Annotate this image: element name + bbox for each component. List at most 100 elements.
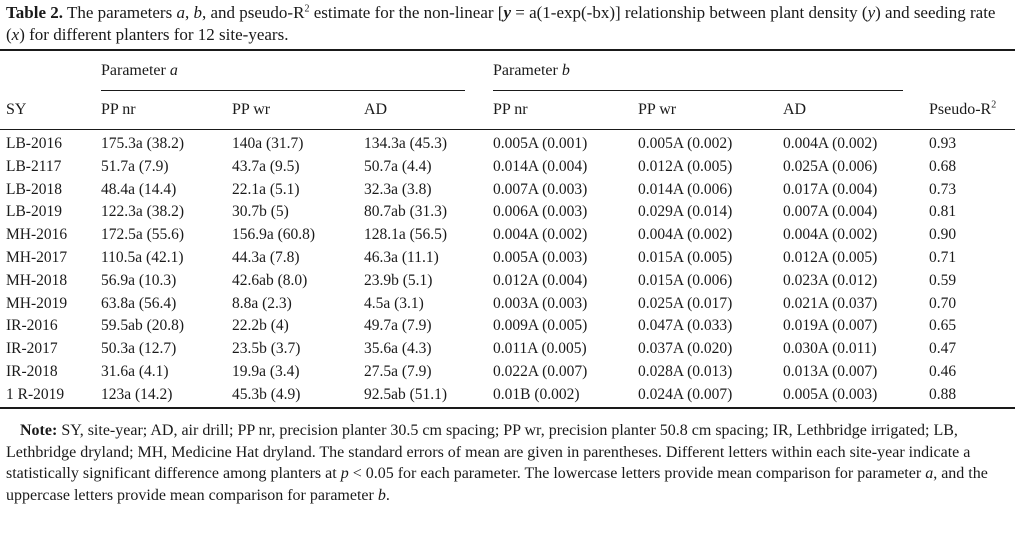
group-header-symbol: b [561, 62, 570, 79]
column-header-sy: SY [6, 99, 26, 121]
note-text: < 0.05 for each parameter. The lowercase… [348, 465, 926, 482]
cell-a-ad: 49.7a (7.9) [364, 317, 432, 335]
column-header-label: AD [783, 101, 807, 118]
header-bottom-rule [0, 129, 1015, 130]
caption-text: estimate for the non-linear [ [309, 3, 504, 22]
cell-b-pp-wr: 0.024A (0.007) [638, 385, 733, 403]
caption-param-a: a [176, 3, 185, 22]
cell-a-ad: 46.3a (11.1) [364, 249, 439, 266]
cell-b-pp-wr: 0.037A (0.020) [638, 340, 733, 358]
cell-b-ad: 0.025A (0.006) [783, 157, 878, 175]
cell-b-pp-wr: 0.015A (0.006) [638, 271, 733, 289]
cell-a-pp-nr: 56.9a (10.3) [101, 271, 177, 289]
caption-sup: 2 [304, 3, 310, 15]
cell-b-pp-wr: 0.028A (0.013) [638, 363, 733, 380]
cell-b-ad: 0.005A (0.003) [783, 385, 878, 403]
cell-a-pp-wr: 42.6ab (8.0) [232, 271, 308, 289]
cell-b-pp-wr: 0.029A (0.014) [638, 203, 733, 221]
note-p-symbol: p [340, 465, 349, 482]
cell-sy: IR-2017 [6, 340, 58, 358]
cell-a-pp-wr: 8.8a (2.3) [232, 294, 292, 312]
cell-b-ad: 0.013A (0.007) [783, 363, 878, 380]
column-header-b-pp-wr: PP wr [638, 99, 676, 121]
cell-sy: MH-2019 [6, 294, 68, 312]
cell-pseudo-r2: 0.65 [929, 317, 957, 335]
column-header-a-pp-wr: PP wr [232, 99, 270, 121]
caption-text: The parameters [63, 3, 177, 22]
cell-b-pp-nr: 0.022A (0.007) [493, 363, 588, 380]
cell-a-pp-nr: 110.5a (42.1) [101, 249, 184, 266]
note-text: SY, site-year; AD, air drill; PP nr, pre… [6, 422, 971, 482]
cell-sy: LB-2018 [6, 180, 62, 198]
cell-a-ad: 35.6a (4.3) [364, 340, 432, 358]
cell-a-pp-nr: 51.7a (7.9) [101, 157, 169, 175]
cell-a-pp-nr: 63.8a (56.4) [101, 294, 177, 312]
group-rule-b [493, 90, 903, 91]
cell-pseudo-r2: 0.71 [929, 249, 957, 266]
cell-sy: IR-2018 [6, 363, 58, 380]
cell-a-pp-wr: 140a (31.7) [232, 135, 304, 152]
cell-a-ad: 27.5a (7.9) [364, 363, 432, 380]
cell-b-pp-nr: 0.011A (0.005) [493, 340, 587, 358]
cell-b-pp-wr: 0.014A (0.006) [638, 180, 733, 198]
cell-b-pp-nr: 0.007A (0.003) [493, 180, 588, 198]
cell-a-pp-wr: 43.7a (9.5) [232, 157, 300, 175]
column-header-b-ad: AD [783, 99, 806, 121]
group-header-symbol: a [169, 62, 178, 79]
cell-a-ad: 32.3a (3.8) [364, 180, 432, 198]
cell-b-pp-wr: 0.015A (0.005) [638, 249, 733, 266]
cell-b-ad: 0.004A (0.002) [783, 135, 878, 152]
column-header-label: PP nr [493, 101, 528, 118]
caption-equation-y: y [503, 3, 511, 22]
column-header-label: SY [6, 101, 27, 118]
cell-b-pp-nr: 0.009A (0.005) [493, 317, 588, 335]
cell-b-ad: 0.012A (0.005) [783, 249, 878, 266]
cell-a-ad: 50.7a (4.4) [364, 157, 432, 175]
cell-a-ad: 23.9b (5.1) [364, 271, 433, 289]
cell-b-pp-wr: 0.047A (0.033) [638, 317, 733, 335]
cell-sy: LB-2016 [6, 135, 62, 152]
caption-text: ) for different planters for 12 site-yea… [19, 25, 289, 44]
cell-pseudo-r2: 0.68 [929, 157, 957, 175]
cell-b-ad: 0.007A (0.004) [783, 203, 878, 221]
column-header-b-pp-nr: PP nr [493, 99, 528, 121]
cell-a-pp-nr: 48.4a (14.4) [101, 180, 177, 198]
cell-a-ad: 128.1a (56.5) [364, 226, 448, 244]
note-text: , and the uppercase letters provide mean… [6, 465, 988, 504]
cell-pseudo-r2: 0.70 [929, 294, 957, 312]
caption-sep: , [184, 3, 194, 22]
cell-b-ad: 0.030A (0.011) [783, 340, 877, 358]
table-bottom-rule [0, 407, 1015, 409]
column-header-a-pp-nr: PP nr [101, 99, 136, 121]
cell-sy: LB-2019 [6, 203, 62, 221]
cell-sy: 1 R-2019 [6, 385, 65, 403]
cell-sy: MH-2017 [6, 249, 68, 266]
cell-a-pp-wr: 22.2b (4) [232, 317, 289, 335]
caption-param-b: b [193, 3, 202, 22]
cell-b-pp-wr: 0.005A (0.002) [638, 135, 733, 152]
cell-b-pp-nr: 0.012A (0.004) [493, 271, 588, 289]
cell-a-ad: 80.7ab (31.3) [364, 203, 448, 221]
cell-b-ad: 0.021A (0.037) [783, 294, 878, 312]
cell-b-ad: 0.019A (0.007) [783, 317, 878, 335]
note-param-a: a [925, 465, 934, 482]
group-header-parameter-b: Parameter b [493, 60, 570, 82]
cell-b-ad: 0.023A (0.012) [783, 271, 878, 289]
cell-a-pp-wr: 22.1a (5.1) [232, 180, 300, 198]
cell-a-ad: 92.5ab (51.1) [364, 385, 448, 403]
cell-sy: MH-2018 [6, 271, 68, 289]
column-header-label: PP nr [101, 101, 136, 118]
caption-equation: = a(1-exp(-bx)] relationship between pla… [511, 3, 868, 22]
column-header-a-ad: AD [364, 99, 387, 121]
cell-pseudo-r2: 0.90 [929, 226, 957, 244]
cell-sy: IR-2016 [6, 317, 58, 335]
table-caption: Table 2. The parameters a, b, and pseudo… [6, 2, 1006, 46]
cell-b-pp-wr: 0.025A (0.017) [638, 294, 733, 312]
cell-b-pp-nr: 0.01B (0.002) [493, 385, 580, 403]
group-header-parameter-a: Parameter a [101, 60, 178, 82]
cell-sy: LB-2117 [6, 157, 62, 175]
column-header-label: PP wr [638, 101, 677, 118]
cell-pseudo-r2: 0.73 [929, 180, 957, 198]
cell-pseudo-r2: 0.81 [929, 203, 957, 221]
